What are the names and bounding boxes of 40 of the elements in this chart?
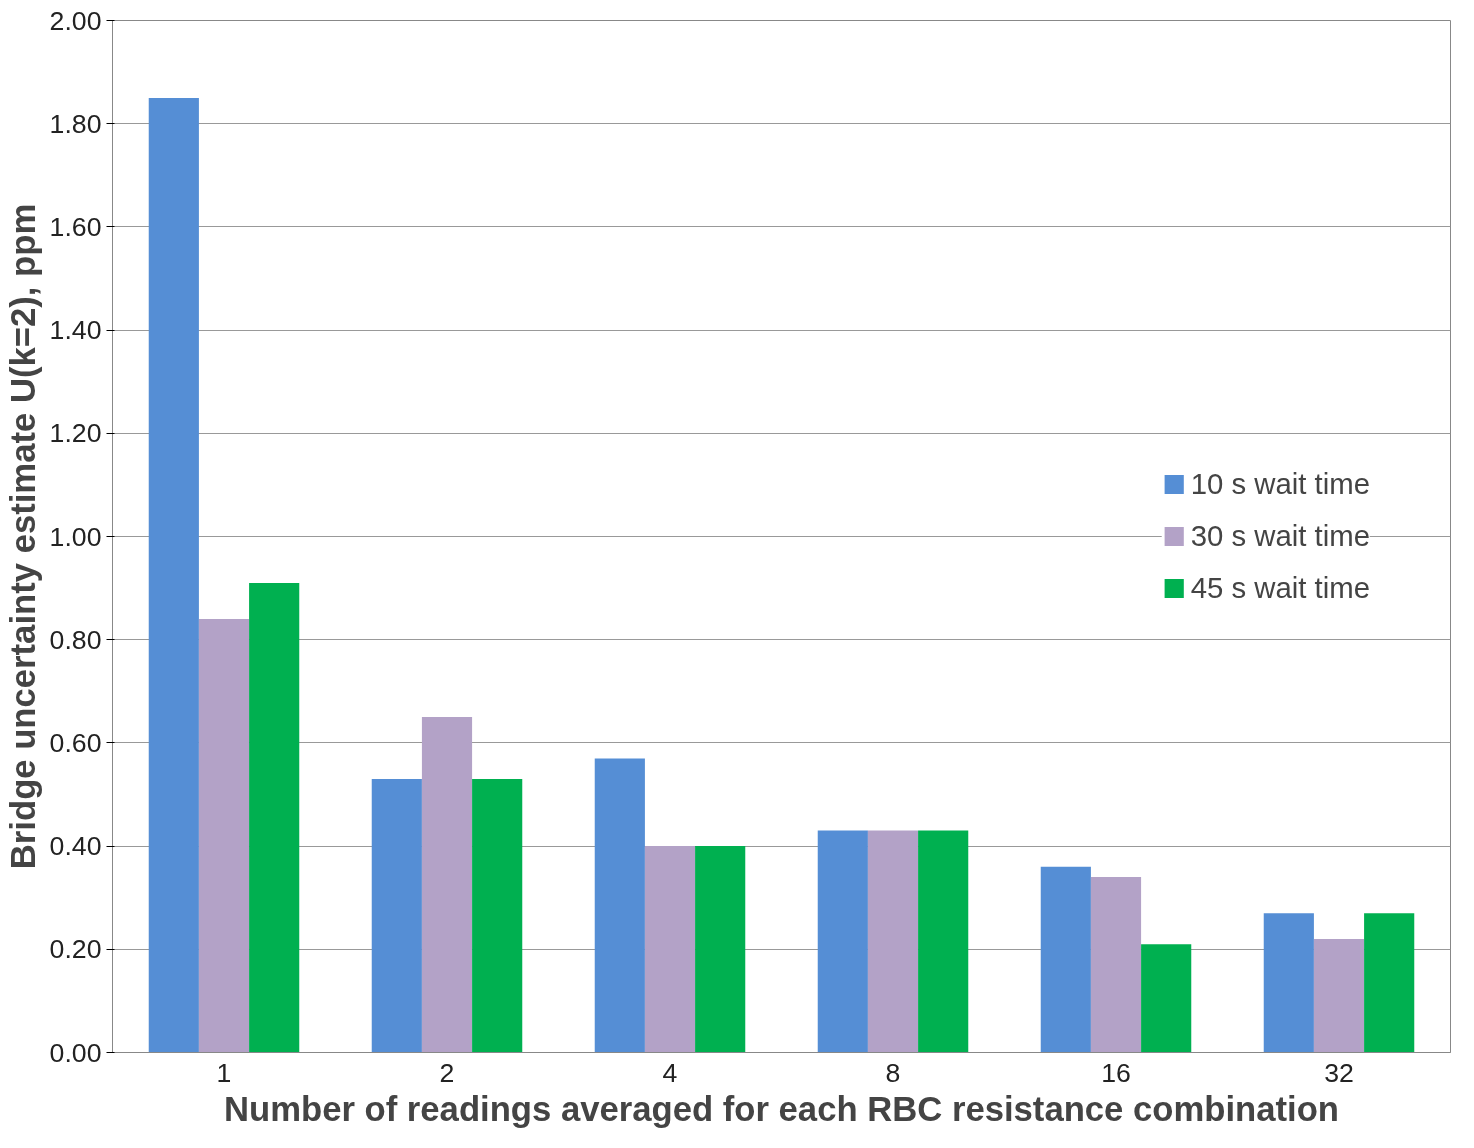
bar — [472, 779, 523, 1053]
bar — [1040, 866, 1091, 1053]
bar — [249, 582, 300, 1053]
bar — [644, 846, 696, 1053]
x-tick-label: 1 — [216, 1057, 232, 1088]
y-tick-label: 0.60 — [49, 727, 102, 758]
x-axis-title: Number of readings averaged for each RBC resistance combination — [223, 1089, 1340, 1128]
bar — [421, 717, 473, 1053]
bar — [1263, 913, 1314, 1053]
x-tick-label: 4 — [662, 1057, 678, 1088]
y-tick-label: 0.00 — [49, 1037, 102, 1068]
bar — [371, 779, 422, 1053]
y-tick-label: 0.20 — [49, 934, 102, 965]
bar — [148, 97, 199, 1053]
x-tick-label: 16 — [1101, 1057, 1131, 1088]
y-tick-label: 1.20 — [49, 418, 102, 449]
y-axis-title: Bridge uncertainty estimate U(k=2), ppm — [3, 203, 42, 870]
bar — [817, 830, 868, 1053]
bar — [1090, 877, 1142, 1053]
legend-label: 45 s wait time — [1190, 571, 1370, 605]
y-tick-label: 2.00 — [49, 5, 102, 36]
bar — [1364, 913, 1415, 1053]
y-tick-label: 1.00 — [49, 521, 102, 552]
y-tick-label: 1.40 — [49, 315, 102, 346]
bar — [918, 830, 969, 1053]
y-tick-label: 0.40 — [49, 831, 102, 862]
bar — [1313, 938, 1365, 1053]
y-tick-label: 1.80 — [49, 108, 102, 139]
bar — [1141, 944, 1192, 1053]
y-tick-label: 1.60 — [49, 211, 102, 242]
bar — [198, 619, 250, 1053]
legend-label: 30 s wait time — [1190, 519, 1370, 553]
y-tick-label: 0.80 — [49, 624, 102, 655]
x-tick-label: 2 — [439, 1057, 455, 1088]
legend-label: 10 s wait time — [1190, 467, 1370, 501]
x-tick-label: 32 — [1324, 1057, 1354, 1088]
x-tick-label: 8 — [885, 1057, 901, 1088]
bar — [594, 758, 645, 1053]
bar — [867, 830, 919, 1053]
bar — [695, 846, 746, 1053]
